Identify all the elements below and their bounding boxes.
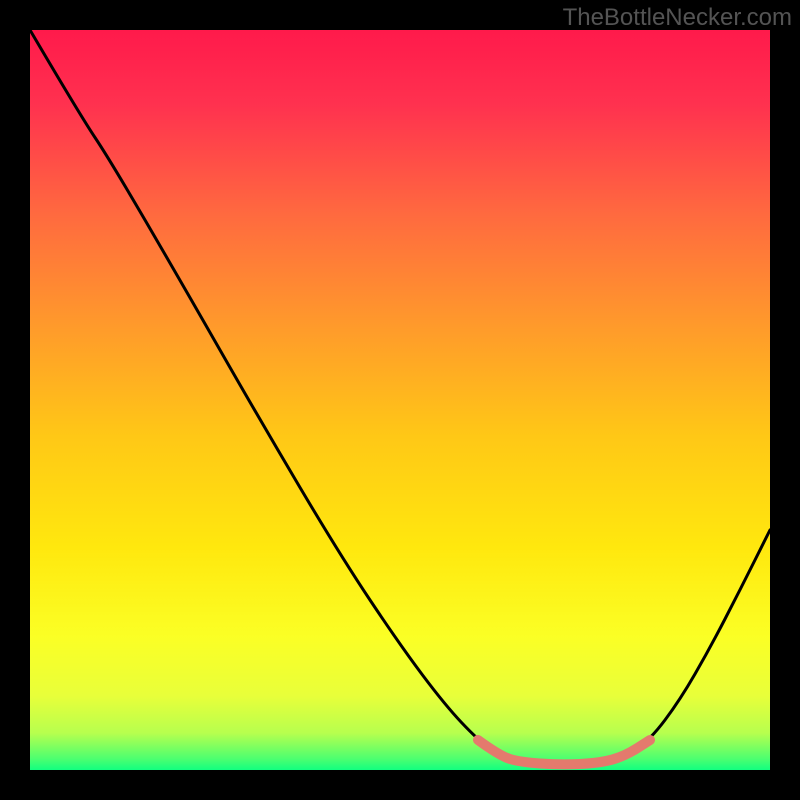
bottleneck-chart <box>0 0 800 800</box>
chart-container: TheBottleNecker.com <box>0 0 800 800</box>
chart-plot-area <box>30 30 770 770</box>
watermark-text: TheBottleNecker.com <box>563 4 792 32</box>
